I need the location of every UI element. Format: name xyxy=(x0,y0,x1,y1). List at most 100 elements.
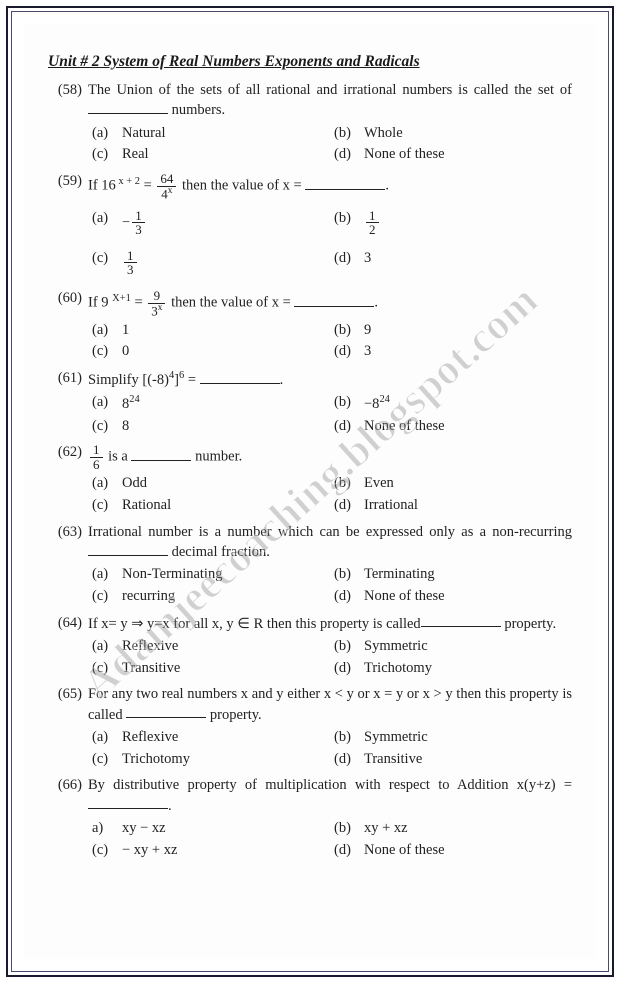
option: (c)8 xyxy=(88,416,330,438)
option-label: (a) xyxy=(88,209,122,237)
option: (c)0 xyxy=(88,341,330,363)
option: (d)Irrational xyxy=(330,495,572,517)
option-label: (b) xyxy=(330,321,364,341)
option-value: Transitive xyxy=(364,750,572,770)
option-label: (c) xyxy=(88,659,122,679)
option-label: (a) xyxy=(88,637,122,657)
option: (d)Transitive xyxy=(330,749,572,771)
option-value: Whole xyxy=(364,124,572,144)
option: (d)None of these xyxy=(330,586,572,608)
question-number: (58) xyxy=(48,81,88,121)
option: (a)Reflexive xyxy=(88,636,330,658)
option-label: (a) xyxy=(88,474,122,494)
option-value: 9 xyxy=(364,321,572,341)
option-label: (d) xyxy=(330,659,364,679)
option: (b)−824 xyxy=(330,392,572,415)
option: (a)Odd xyxy=(88,473,330,495)
option-label: (b) xyxy=(330,819,364,839)
option-label: (a) xyxy=(88,728,122,748)
option-label: (d) xyxy=(330,496,364,516)
question: (63)Irrational number is a number which … xyxy=(48,523,572,608)
options-row: (a)Natural(b)Whole(c)Real(d)None of thes… xyxy=(88,123,572,166)
option: (a)Reflexive xyxy=(88,727,330,749)
option-value: Reflexive xyxy=(122,728,330,748)
document-page: Unit # 2 System of Real Numbers Exponent… xyxy=(24,24,596,959)
option-value: 8 xyxy=(122,417,330,437)
option-label: (c) xyxy=(88,750,122,770)
option-label: (b) xyxy=(330,474,364,494)
question-line: (62)16 is a number. xyxy=(48,443,572,471)
question-number: (66) xyxy=(48,776,88,816)
option-label: (c) xyxy=(88,496,122,516)
option: (b)Terminating xyxy=(330,564,572,586)
option-label: (d) xyxy=(330,249,364,277)
option-value: Even xyxy=(364,474,572,494)
question-line: (61)Simplify [(-8)4]6 = . xyxy=(48,369,572,390)
option-value: 1 xyxy=(122,321,330,341)
question-line: (64)If x= y ⇒ y=x for all x, y ∈ R then … xyxy=(48,614,572,634)
option-value: 0 xyxy=(122,342,330,362)
question-number: (59) xyxy=(48,172,88,201)
question-number: (64) xyxy=(48,614,88,634)
unit-title: Unit # 2 System of Real Numbers Exponent… xyxy=(48,52,572,73)
option: (b)Symmetric xyxy=(330,636,572,658)
option: (b)Even xyxy=(330,473,572,495)
option-label: (c) xyxy=(88,145,122,165)
option-value: Trichotomy xyxy=(364,659,572,679)
option-label: (a) xyxy=(88,565,122,585)
options-row: (a)Reflexive(b)Symmetric(c)Transitive(d)… xyxy=(88,636,572,679)
option: (d)None of these xyxy=(330,840,572,862)
questions-list: (58)The Union of the sets of all rationa… xyxy=(48,81,572,861)
option-value: Odd xyxy=(122,474,330,494)
option: (a)1 xyxy=(88,320,330,342)
options-row: (a)824(b)−824(c)8(d)None of these xyxy=(88,392,572,437)
option-value: −824 xyxy=(364,393,572,414)
option-value: Symmetric xyxy=(364,637,572,657)
option-value: None of these xyxy=(364,145,572,165)
question-text: If 16 x + 2 = 644x then the value of x =… xyxy=(88,172,572,201)
option: (c)Transitive xyxy=(88,658,330,680)
question-text: Simplify [(-8)4]6 = . xyxy=(88,369,572,390)
options-row: (a)−13(b)12 (c)13(d)3 xyxy=(88,203,572,284)
option: (c)Rational xyxy=(88,495,330,517)
question-line: (66)By distributive property of multipli… xyxy=(48,776,572,816)
question: (64)If x= y ⇒ y=x for all x, y ∈ R then … xyxy=(48,614,572,679)
option: (d)None of these xyxy=(330,144,572,166)
question-line: (65)For any two real numbers x and y eit… xyxy=(48,685,572,725)
option-value: Real xyxy=(122,145,330,165)
question-text: 16 is a number. xyxy=(88,443,572,471)
option-label: (b) xyxy=(330,209,364,237)
option: (a)824 xyxy=(88,392,330,415)
option-value: 12 xyxy=(364,209,572,237)
question: (60)If 9 X+1 = 93x then the value of x =… xyxy=(48,289,572,363)
option: (c)recurring xyxy=(88,586,330,608)
blank-line xyxy=(421,614,501,628)
blank-line xyxy=(126,705,206,719)
option: (d)3 xyxy=(330,243,572,283)
question-number: (60) xyxy=(48,289,88,318)
option: (a)−13 xyxy=(88,203,330,243)
option-value: None of these xyxy=(364,587,572,607)
option-value: −13 xyxy=(122,209,330,237)
option-label: (a) xyxy=(88,321,122,341)
option-label: a) xyxy=(88,819,122,839)
option-value: xy − xz xyxy=(122,819,330,839)
question: (65)For any two real numbers x and y eit… xyxy=(48,685,572,770)
option-value: None of these xyxy=(364,417,572,437)
option-value: 13 xyxy=(122,249,330,277)
question-text: The Union of the sets of all rational an… xyxy=(88,81,572,121)
option-value: Rational xyxy=(122,496,330,516)
question-text: By distributive property of multiplicati… xyxy=(88,776,572,816)
option-label: (b) xyxy=(330,124,364,144)
blank-line xyxy=(88,542,168,556)
question-number: (65) xyxy=(48,685,88,725)
question-line: (58)The Union of the sets of all rationa… xyxy=(48,81,572,121)
question-text: Irrational number is a number which can … xyxy=(88,523,572,563)
option-value: 3 xyxy=(364,342,572,362)
option-label: (d) xyxy=(330,342,364,362)
question-number: (61) xyxy=(48,369,88,390)
option: (b)9 xyxy=(330,320,572,342)
option-label: (c) xyxy=(88,249,122,277)
option-label: (d) xyxy=(330,750,364,770)
question: (66)By distributive property of multipli… xyxy=(48,776,572,861)
